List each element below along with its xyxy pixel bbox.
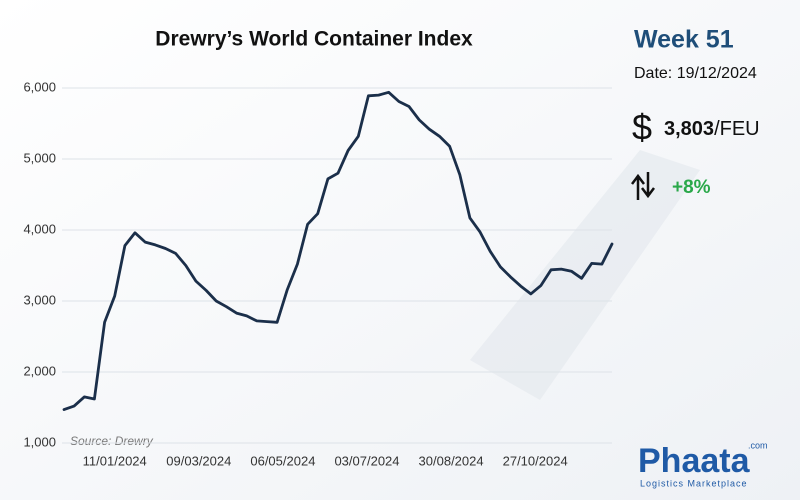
x-tick-label: 11/01/2024: [83, 453, 147, 468]
x-tick-label: 27/10/2024: [503, 453, 568, 468]
x-tick-label: 09/03/2024: [166, 453, 231, 468]
y-tick-label: 2,000: [23, 363, 56, 378]
chart-title: Drewry’s World Container Index: [155, 28, 473, 51]
price-line: 3,803/FEU: [664, 118, 760, 140]
dollar-icon: $: [632, 107, 652, 148]
y-tick-label: 5,000: [23, 150, 56, 165]
y-tick-label: 3,000: [23, 292, 56, 307]
x-tick-label: 30/08/2024: [419, 453, 484, 468]
date: Date: 19/12/2024: [634, 65, 757, 82]
logo-name: Phaata: [638, 442, 751, 480]
y-tick-label: 6,000: [23, 79, 56, 94]
change-icon: [631, 172, 655, 200]
unit: /FEU: [714, 118, 760, 140]
y-tick-label: 4,000: [23, 221, 56, 236]
y-tick-label: 1,000: [23, 434, 56, 449]
x-tick-label: 03/07/2024: [334, 453, 399, 468]
week: Week 51: [634, 26, 734, 54]
logo-domain: .com: [748, 440, 768, 450]
data-line: [62, 90, 614, 411]
logo-tagline: Logistics Marketplace: [640, 478, 748, 488]
price: 3,803: [664, 118, 714, 140]
x-tick-label: 06/05/2024: [250, 453, 315, 468]
source: Source: Drewry: [70, 434, 154, 448]
change: +8%: [672, 177, 711, 198]
